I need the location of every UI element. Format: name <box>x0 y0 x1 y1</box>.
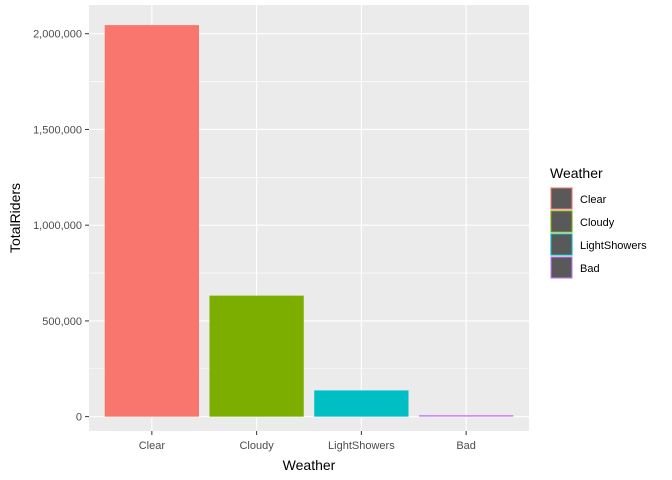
x-tick-label: Bad <box>456 440 476 452</box>
legend-label: LightShowers <box>580 240 647 252</box>
x-axis: Clear Cloudy LightShowers Bad <box>139 431 476 452</box>
y-tick-label: 2,000,000 <box>33 29 82 41</box>
legend-label: Cloudy <box>580 217 615 229</box>
bars <box>104 25 514 417</box>
x-tick-label: Clear <box>139 440 166 452</box>
y-axis-title: TotalRiders <box>7 183 23 253</box>
x-tick-label: Cloudy <box>239 440 274 452</box>
bar-bad <box>419 415 514 417</box>
y-tick-label: 500,000 <box>42 316 82 328</box>
x-axis-title: Weather <box>283 457 336 473</box>
y-tick-label: 0 <box>76 412 82 424</box>
legend-swatch <box>550 256 573 279</box>
y-tick-label: 1,000,000 <box>33 220 82 232</box>
bar-lightshowers <box>314 390 409 417</box>
legend-swatch <box>550 233 573 256</box>
bar-cloudy <box>209 295 304 417</box>
y-axis: 0 500,000 1,000,000 1,500,000 2,000,000 <box>33 29 89 424</box>
legend-title: Weather <box>550 165 603 181</box>
legend-label: Bad <box>580 263 600 275</box>
legend: Weather Clear Cloudy LightShowers Bad <box>550 165 647 279</box>
legend-swatch <box>550 210 573 233</box>
legend-label: Clear <box>580 194 607 206</box>
legend-swatch <box>550 187 573 210</box>
x-tick-label: LightShowers <box>328 440 395 452</box>
y-tick-label: 1,500,000 <box>33 124 82 136</box>
bar-clear <box>104 25 199 417</box>
